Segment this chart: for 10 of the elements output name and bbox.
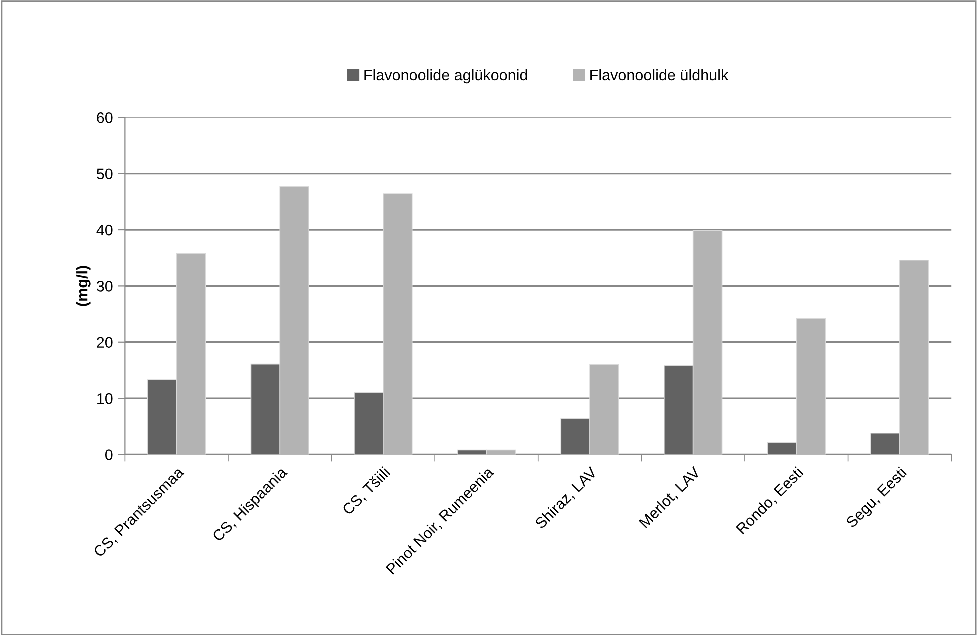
y-axis-title: (mg/l) xyxy=(76,266,91,306)
legend-label: Flavonoolide aglükoonid xyxy=(364,69,528,84)
y-tick-label: 50 xyxy=(97,168,113,180)
y-tick-label: 0 xyxy=(105,450,113,460)
legend-label: Flavonoolide üldhulk xyxy=(590,69,729,81)
y-tick-label: 30 xyxy=(96,281,113,292)
y-tick-label: 10 xyxy=(98,393,113,404)
y-tick-label: 20 xyxy=(97,337,113,348)
y-tick-label: 40 xyxy=(96,224,113,236)
y-tick-label: 60 xyxy=(97,112,113,124)
